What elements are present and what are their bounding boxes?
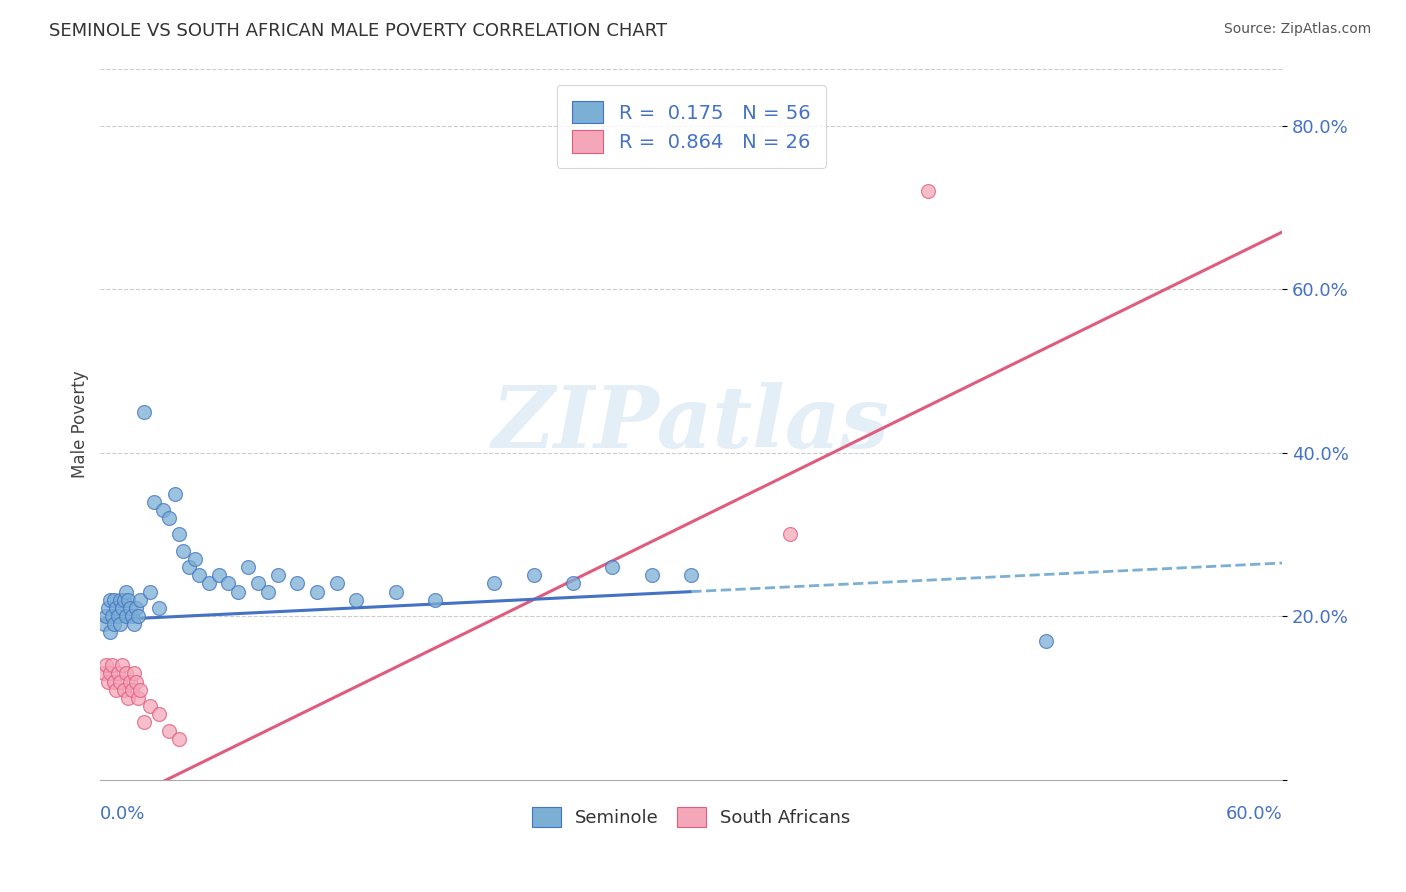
- Point: [641, 568, 664, 582]
- Point: [305, 584, 328, 599]
- Point: [177, 560, 200, 574]
- Point: [117, 690, 139, 705]
- Point: [217, 576, 239, 591]
- Point: [187, 568, 209, 582]
- Point: [157, 511, 180, 525]
- Point: [96, 658, 118, 673]
- Point: [121, 609, 143, 624]
- Point: [142, 494, 165, 508]
- Point: [246, 576, 269, 591]
- Point: [121, 682, 143, 697]
- Point: [103, 617, 125, 632]
- Point: [285, 576, 308, 591]
- Point: [93, 666, 115, 681]
- Point: [93, 617, 115, 632]
- Point: [197, 576, 219, 591]
- Point: [98, 592, 121, 607]
- Text: SEMINOLE VS SOUTH AFRICAN MALE POVERTY CORRELATION CHART: SEMINOLE VS SOUTH AFRICAN MALE POVERTY C…: [49, 22, 668, 40]
- Point: [118, 674, 141, 689]
- Point: [122, 617, 145, 632]
- Point: [157, 723, 180, 738]
- Point: [132, 405, 155, 419]
- Point: [107, 609, 129, 624]
- Point: [111, 601, 134, 615]
- Point: [108, 617, 131, 632]
- Point: [107, 666, 129, 681]
- Point: [128, 682, 150, 697]
- Point: [256, 584, 278, 599]
- Point: [681, 568, 703, 582]
- Y-axis label: Male Poverty: Male Poverty: [72, 370, 89, 478]
- Point: [132, 715, 155, 730]
- Point: [425, 592, 447, 607]
- Point: [562, 576, 585, 591]
- Point: [148, 601, 170, 615]
- Point: [346, 592, 368, 607]
- Point: [226, 584, 249, 599]
- Point: [165, 486, 187, 500]
- Point: [97, 674, 120, 689]
- Point: [127, 690, 149, 705]
- Point: [98, 666, 121, 681]
- Point: [98, 625, 121, 640]
- Point: [111, 658, 134, 673]
- Legend: Seminole, South Africans: Seminole, South Africans: [524, 799, 858, 835]
- Point: [127, 609, 149, 624]
- Point: [236, 560, 259, 574]
- Point: [385, 584, 408, 599]
- Point: [101, 609, 124, 624]
- Point: [108, 592, 131, 607]
- Point: [96, 609, 118, 624]
- Point: [112, 682, 135, 697]
- Point: [101, 658, 124, 673]
- Point: [523, 568, 546, 582]
- Point: [105, 601, 128, 615]
- Point: [266, 568, 288, 582]
- Text: 60.0%: 60.0%: [1226, 805, 1282, 822]
- Point: [172, 543, 194, 558]
- Point: [325, 576, 347, 591]
- Point: [115, 609, 138, 624]
- Point: [108, 674, 131, 689]
- Point: [167, 527, 190, 541]
- Point: [118, 601, 141, 615]
- Point: [138, 584, 160, 599]
- Point: [184, 552, 207, 566]
- Point: [115, 584, 138, 599]
- Point: [122, 666, 145, 681]
- Text: Source: ZipAtlas.com: Source: ZipAtlas.com: [1223, 22, 1371, 37]
- Point: [779, 527, 801, 541]
- Point: [917, 184, 939, 198]
- Point: [115, 666, 138, 681]
- Point: [207, 568, 229, 582]
- Point: [602, 560, 624, 574]
- Point: [148, 707, 170, 722]
- Point: [105, 682, 128, 697]
- Point: [97, 601, 120, 615]
- Text: ZIPatlas: ZIPatlas: [492, 383, 890, 466]
- Point: [167, 731, 190, 746]
- Point: [103, 674, 125, 689]
- Point: [1035, 633, 1057, 648]
- Text: 0.0%: 0.0%: [100, 805, 146, 822]
- Point: [128, 592, 150, 607]
- Point: [125, 601, 148, 615]
- Point: [103, 592, 125, 607]
- Point: [112, 592, 135, 607]
- Point: [138, 699, 160, 714]
- Point: [152, 503, 174, 517]
- Point: [117, 592, 139, 607]
- Point: [125, 674, 148, 689]
- Point: [484, 576, 506, 591]
